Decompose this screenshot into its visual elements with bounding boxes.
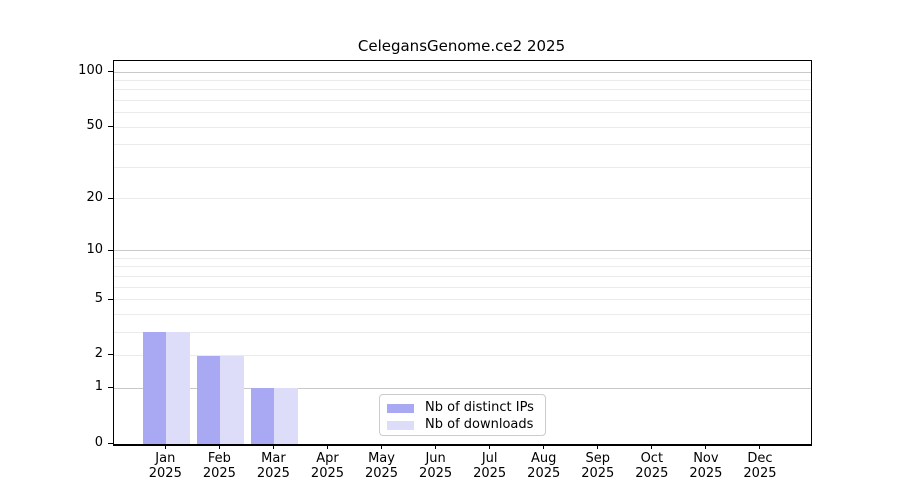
y-tick xyxy=(108,126,113,128)
x-tick-label: Sep 2025 xyxy=(581,451,615,481)
x-tick xyxy=(543,445,545,449)
y-gridline-minor xyxy=(114,112,811,114)
bar-distinct-ips-feb xyxy=(196,355,221,444)
bar-downloads-mar xyxy=(274,388,298,444)
x-tick xyxy=(651,445,653,449)
x-tick-label: Nov 2025 xyxy=(689,451,723,481)
y-tick xyxy=(108,387,113,389)
legend-item: Nb of downloads xyxy=(387,417,545,433)
x-tick-label: Jun 2025 xyxy=(419,451,453,481)
y-gridline-minor xyxy=(114,275,811,277)
y-tick-label: 2 xyxy=(94,346,103,362)
x-tick-label: May 2025 xyxy=(364,451,399,481)
y-tick-label: 20 xyxy=(86,189,103,205)
plot-area: Nb of distinct IPs Nb of downloads xyxy=(113,60,812,446)
y-tick xyxy=(108,354,113,356)
x-tick-label: Jul 2025 xyxy=(473,451,507,481)
x-tick-label: Mar 2025 xyxy=(256,451,290,481)
x-tick-label: Feb 2025 xyxy=(202,451,236,481)
y-tick xyxy=(108,71,113,73)
legend-label-distinct-ips: Nb of distinct IPs xyxy=(425,400,534,415)
x-tick xyxy=(759,445,761,449)
y-gridline-minor xyxy=(114,100,811,102)
y-gridline-major xyxy=(114,250,811,252)
y-gridline-minor xyxy=(114,313,811,315)
bar-distinct-ips-mar xyxy=(251,388,275,444)
x-tick-label: Oct 2025 xyxy=(635,451,669,481)
y-gridline-minor xyxy=(114,286,811,288)
y-gridline-minor xyxy=(114,166,811,168)
y-gridline-minor xyxy=(114,354,811,356)
x-tick xyxy=(435,445,437,449)
bar-distinct-ips-jan xyxy=(142,332,167,444)
y-gridline-minor xyxy=(114,258,811,259)
x-tick-label: Dec 2025 xyxy=(743,451,777,481)
y-tick-label: 1 xyxy=(94,379,103,395)
x-tick xyxy=(218,445,220,449)
y-gridline-minor xyxy=(114,126,811,128)
x-tick xyxy=(272,445,274,449)
legend: Nb of distinct IPs Nb of downloads xyxy=(379,394,546,436)
legend-swatch-distinct-ips xyxy=(387,403,414,413)
y-gridline-minor xyxy=(114,299,811,301)
y-gridline-minor xyxy=(114,198,811,200)
x-tick xyxy=(164,445,166,449)
bar-downloads-feb xyxy=(220,355,244,444)
y-tick xyxy=(108,298,113,300)
y-gridline-minor xyxy=(114,331,811,333)
y-tick xyxy=(108,443,113,444)
y-tick xyxy=(108,197,113,199)
y-gridline-major xyxy=(114,387,811,389)
x-tick xyxy=(381,445,383,449)
chart-title: CelegansGenome.ce2 2025 xyxy=(357,37,566,55)
x-tick xyxy=(705,445,707,449)
x-tick xyxy=(326,445,328,449)
x-tick xyxy=(489,445,491,449)
x-tick-label: Aug 2025 xyxy=(527,451,561,481)
y-tick-label: 0 xyxy=(94,435,103,450)
y-gridline-major xyxy=(114,71,811,73)
y-gridline-minor xyxy=(114,144,811,146)
x-tick-label: Jan 2025 xyxy=(148,451,182,481)
y-tick xyxy=(108,249,113,251)
y-tick-label: 100 xyxy=(78,63,103,79)
y-tick-label: 5 xyxy=(94,290,103,306)
legend-swatch-downloads xyxy=(387,420,414,430)
y-tick-label: 10 xyxy=(86,241,103,257)
x-tick-label: Apr 2025 xyxy=(310,451,345,481)
y-tick-label: 50 xyxy=(86,118,103,134)
legend-item: Nb of distinct IPs xyxy=(387,400,545,416)
legend-label-downloads: Nb of downloads xyxy=(425,417,534,432)
y-gridline-minor xyxy=(114,89,811,91)
bar-downloads-jan xyxy=(166,332,190,444)
y-gridline-minor xyxy=(114,266,811,268)
x-tick xyxy=(597,445,599,449)
y-gridline-minor xyxy=(114,80,811,82)
